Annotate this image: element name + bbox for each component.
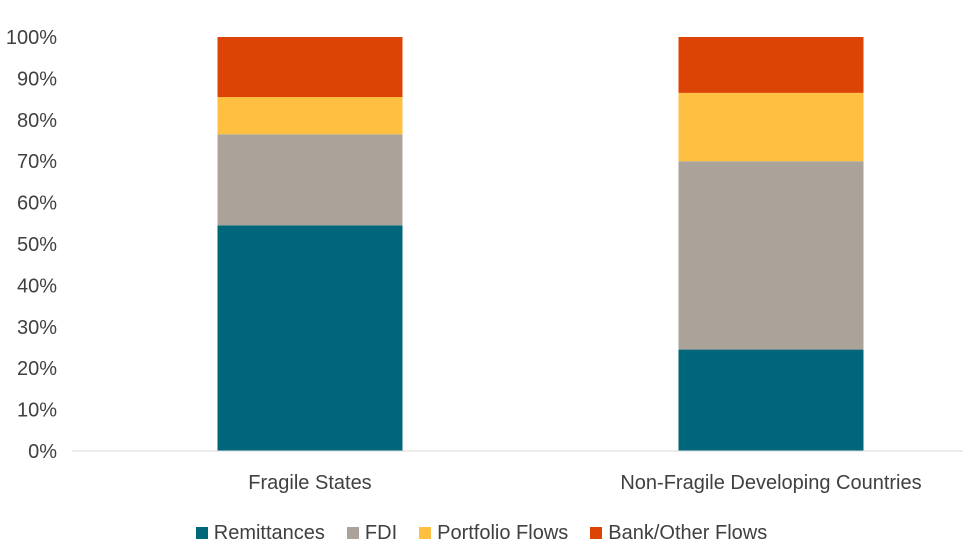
y-tick-label: 60% bbox=[17, 193, 57, 215]
bar-segment-portfolio-flows-non-fragile-developing-countries bbox=[678, 92, 864, 162]
bar-segment-fdi-non-fragile-developing-countries bbox=[678, 161, 864, 350]
y-axis-ticks: 0% 10% 20% 30% 40% 50% 60% 70% 80% 90% 100% bbox=[6, 27, 57, 463]
legend-swatch-remittances bbox=[195, 527, 208, 539]
legend-label-fdi: FDI bbox=[364, 521, 398, 544]
bar-segment-bank-other-flows-fragile-states bbox=[217, 37, 403, 98]
y-tick-label: 90% bbox=[17, 68, 57, 90]
legend-swatch-portfolio-flows bbox=[419, 527, 432, 539]
bars bbox=[217, 37, 864, 451]
bar-segment-remittances-fragile-states bbox=[217, 225, 403, 451]
y-tick-label: 30% bbox=[17, 317, 57, 339]
legend-swatch-bank-other-flows bbox=[590, 527, 603, 539]
legend-item-remittances: Remittances bbox=[195, 521, 325, 545]
y-tick-label: 100% bbox=[6, 27, 57, 49]
legend-swatch-fdi bbox=[346, 527, 359, 539]
bar-segment-remittances-non-fragile-developing-countries bbox=[678, 349, 864, 451]
y-tick-label: 80% bbox=[17, 110, 57, 132]
y-tick-label: 10% bbox=[17, 400, 57, 422]
legend-item-bank-other-flows: Bank/Other Flows bbox=[590, 522, 767, 545]
legend: Remittances FDI Portfolio Flows Bank/Oth… bbox=[0, 519, 963, 547]
bar-segment-fdi-fragile-states bbox=[217, 134, 403, 226]
x-tick-label: Non-Fragile Developing Countries bbox=[620, 472, 921, 494]
legend-label-portfolio-flows: Portfolio Flows bbox=[437, 521, 569, 544]
legend-item-fdi: FDI bbox=[346, 521, 398, 545]
bar-segment-bank-other-flows-non-fragile-developing-countries bbox=[678, 37, 864, 93]
y-tick-label: 40% bbox=[17, 275, 57, 297]
y-tick-label: 0% bbox=[28, 441, 57, 463]
y-tick-label: 50% bbox=[17, 234, 57, 256]
legend-label-remittances: Remittances bbox=[213, 521, 325, 544]
x-tick-label: Fragile States bbox=[248, 472, 371, 494]
legend-label-bank-other-flows: Bank/Other Flows bbox=[608, 521, 768, 544]
legend-item-portfolio-flows: Portfolio Flows bbox=[419, 522, 568, 545]
x-axis-labels: Fragile States Non-Fragile Developing Cou… bbox=[248, 472, 921, 494]
y-tick-label: 70% bbox=[17, 151, 57, 173]
y-tick-label: 20% bbox=[17, 358, 57, 380]
bar-segment-portfolio-flows-fragile-states bbox=[217, 97, 403, 135]
